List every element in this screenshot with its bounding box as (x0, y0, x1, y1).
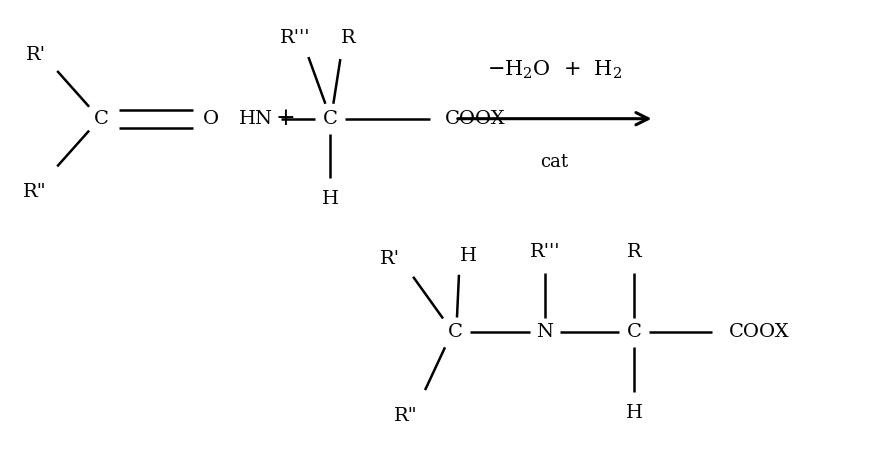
Text: C: C (627, 323, 642, 342)
Text: H: H (322, 190, 339, 208)
Text: COOX: COOX (445, 110, 505, 128)
Text: COOX: COOX (729, 323, 789, 342)
Text: R": R" (22, 183, 47, 201)
Text: N: N (536, 323, 553, 342)
Text: $\mathregular{-H_2O}$  $+$  $\mathregular{H_2}$: $\mathregular{-H_2O}$ $+$ $\mathregular{… (487, 58, 622, 81)
Text: R': R' (26, 46, 47, 64)
Text: HN: HN (238, 110, 272, 128)
Text: C: C (94, 110, 108, 128)
Text: R''': R''' (530, 243, 560, 261)
Text: H: H (626, 404, 643, 422)
Text: R: R (627, 243, 642, 261)
Text: C: C (447, 323, 462, 342)
Text: cat: cat (540, 154, 569, 171)
Text: R": R" (393, 407, 418, 425)
Text: C: C (323, 110, 338, 128)
Text: R''': R''' (280, 29, 311, 47)
Text: H: H (460, 247, 477, 265)
Text: R': R' (380, 250, 401, 268)
Text: O: O (202, 110, 219, 128)
Text: R: R (341, 29, 356, 47)
Text: +: + (276, 107, 296, 130)
